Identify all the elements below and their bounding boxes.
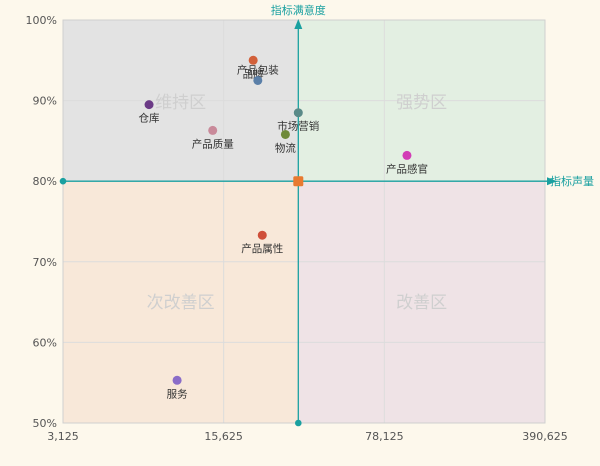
y-tick-label: 90% [33, 95, 57, 108]
x-tick-label: 78,125 [365, 430, 404, 443]
data-point-label: 服务 [167, 387, 188, 400]
data-point-label: 市场营销 [277, 120, 319, 133]
y-axis-arrow-icon [294, 19, 303, 29]
axes: 指标声量 指标满意度 [59, 3, 594, 427]
x-axis-end-dot [59, 177, 67, 185]
data-point-label: 产品包装 [237, 63, 279, 76]
data-point [280, 129, 290, 139]
x-tick-label: 3,125 [47, 430, 79, 443]
quadrant-bottom-right [298, 181, 545, 423]
y-tick-label: 60% [33, 336, 57, 349]
crosshair-center-marker [293, 176, 304, 187]
y-axis-title: 指标满意度 [271, 3, 326, 17]
data-point [293, 108, 303, 118]
quadrant-label-bottom-left: 次改善区 [147, 293, 215, 313]
y-axis-end-dot [295, 419, 302, 427]
data-point [144, 100, 154, 110]
data-point-label: 仓库 [139, 112, 160, 125]
grid-lines [62, 19, 546, 424]
data-point-label: 物流 [275, 141, 296, 154]
quadrant-label-bottom-right: 改善区 [396, 293, 447, 313]
y-tick-label: 50% [33, 417, 57, 430]
data-point-label: 产品质量 [192, 137, 234, 150]
tick-labels: 50% 60% 70% 80% 90% 100% 3,125 15,625 78,125 390,… [26, 14, 568, 443]
plot-border [62, 19, 546, 424]
data-point [208, 125, 218, 135]
quadrant-backgrounds [63, 20, 545, 423]
x-tick-label: 15,625 [204, 430, 243, 443]
y-tick-label: 70% [33, 256, 57, 269]
quadrant-label-top-right: 强势区 [396, 93, 447, 113]
x-axis-arrow-icon [547, 177, 557, 186]
x-tick-label: 390,625 [522, 430, 568, 443]
data-point [172, 375, 182, 385]
data-point [253, 75, 263, 85]
data-point [257, 230, 267, 240]
data-point [402, 150, 412, 160]
y-tick-label: 80% [33, 175, 57, 188]
data-point-label: 产品属性 [241, 242, 283, 255]
quadrant-label-top-left: 维持区 [155, 93, 206, 113]
y-tick-label: 100% [26, 14, 57, 27]
x-axis-title: 指标声量 [550, 174, 594, 188]
data-point [248, 55, 258, 65]
data-point-label: 产品感官 [386, 162, 428, 175]
